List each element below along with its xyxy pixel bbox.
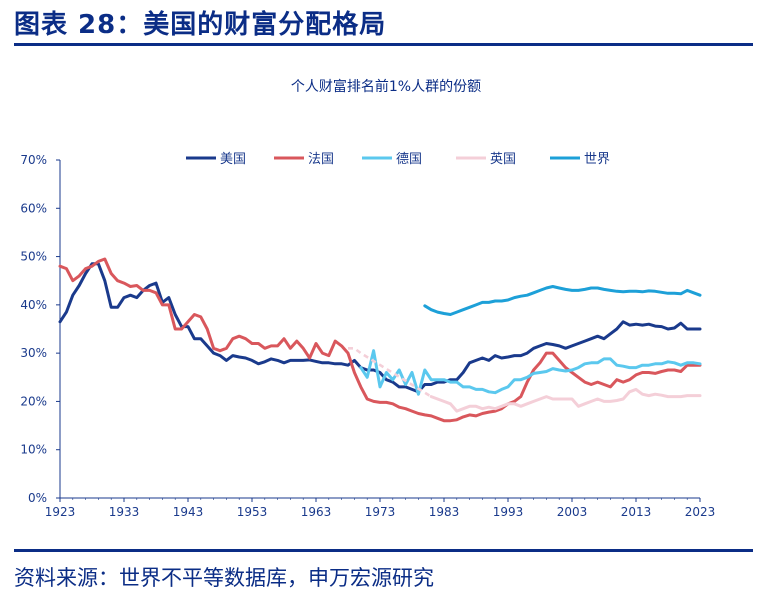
legend: 美国 法国 德国 英国 世界	[186, 152, 610, 167]
y-tick-label: 50%	[20, 250, 47, 264]
source-note: 资料来源：世界不平等数据库，申万宏源研究	[14, 566, 434, 590]
legend-label: 法国	[308, 152, 334, 167]
x-tick-label: 1983	[429, 505, 460, 519]
y-tick-label: 60%	[20, 201, 47, 215]
legend-label: 美国	[220, 152, 246, 167]
x-tick-label: 1973	[365, 505, 396, 519]
series-line	[359, 349, 702, 396]
y-tick-label: 20%	[20, 394, 47, 408]
bottom-divider	[14, 549, 753, 552]
figure-title: 图表 28：美国的财富分配格局	[14, 10, 387, 40]
series-line	[423, 285, 702, 316]
x-tick-label: 1923	[45, 505, 76, 519]
series-line	[58, 257, 702, 423]
series-line	[58, 262, 702, 394]
top-divider	[14, 43, 753, 46]
x-tick-label: 1953	[237, 505, 268, 519]
legend-label: 世界	[584, 152, 610, 167]
y-tick-label: 40%	[20, 298, 47, 312]
x-tick-label: 1963	[301, 505, 332, 519]
y-tick-label: 30%	[20, 346, 47, 360]
wealth-share-chart: 个人财富排名前1%人群的份额 美国 法国 德国 英国 世界 0% 10% 20% 30% 40%…	[20, 78, 716, 519]
series-line	[429, 387, 702, 413]
x-axis: 1923 1933 1943 1953 1963 1973 1983 1993 2003 2013…	[45, 497, 716, 519]
chart-title: 个人财富排名前1%人群的份额	[291, 78, 481, 95]
y-tick-label: 70%	[20, 153, 47, 167]
x-tick-label: 1933	[109, 505, 140, 519]
x-tick-label: 2023	[685, 505, 716, 519]
legend-label: 德国	[396, 152, 422, 167]
y-tick-label: 0%	[28, 491, 47, 505]
y-tick-label: 10%	[20, 443, 47, 457]
x-tick-label: 1993	[493, 505, 524, 519]
x-tick-label: 2013	[621, 505, 652, 519]
series-lines	[58, 257, 702, 423]
legend-label: 英国	[490, 152, 516, 167]
x-tick-label: 2003	[557, 505, 588, 519]
x-tick-label: 1943	[173, 505, 204, 519]
y-axis: 0% 10% 20% 30% 40% 50% 60% 70%	[20, 153, 61, 505]
series-line-dashed	[348, 346, 432, 398]
